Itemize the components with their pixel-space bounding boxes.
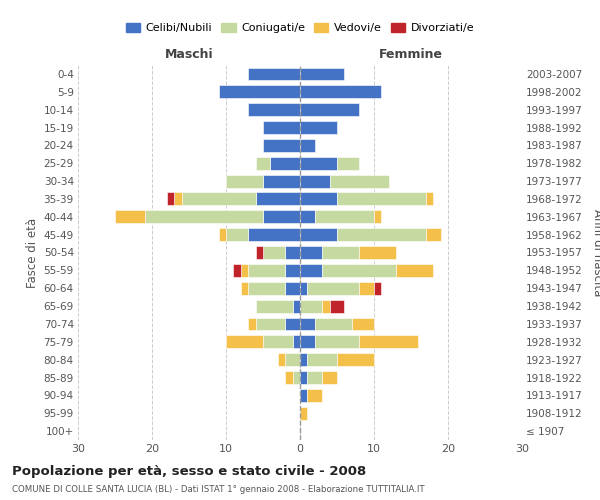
Bar bbox=[300, 300, 322, 312]
Bar bbox=[300, 407, 307, 420]
Bar bbox=[256, 192, 300, 205]
Y-axis label: Fasce di età: Fasce di età bbox=[26, 218, 40, 288]
Bar bbox=[263, 139, 300, 152]
Bar bbox=[167, 192, 174, 205]
Bar bbox=[248, 318, 256, 330]
Bar bbox=[174, 192, 182, 205]
Bar bbox=[307, 353, 337, 366]
Bar bbox=[300, 353, 307, 366]
Bar bbox=[293, 371, 300, 384]
Bar bbox=[374, 210, 382, 223]
Bar bbox=[263, 336, 293, 348]
Bar bbox=[359, 336, 418, 348]
Bar bbox=[337, 228, 426, 241]
Bar bbox=[300, 192, 337, 205]
Bar bbox=[300, 228, 337, 241]
Bar bbox=[271, 157, 300, 170]
Bar bbox=[263, 121, 300, 134]
Bar bbox=[300, 210, 315, 223]
Bar bbox=[426, 192, 433, 205]
Bar bbox=[285, 371, 293, 384]
Bar bbox=[322, 371, 337, 384]
Bar bbox=[329, 300, 344, 312]
Bar bbox=[300, 318, 315, 330]
Bar bbox=[337, 353, 374, 366]
Bar bbox=[218, 86, 300, 98]
Bar bbox=[300, 174, 329, 188]
Bar bbox=[315, 210, 374, 223]
Bar bbox=[263, 210, 300, 223]
Bar bbox=[322, 264, 396, 277]
Bar bbox=[285, 246, 300, 259]
Bar bbox=[256, 157, 271, 170]
Bar bbox=[248, 282, 285, 294]
Bar bbox=[226, 174, 263, 188]
Bar bbox=[426, 228, 440, 241]
Bar bbox=[182, 192, 256, 205]
Bar bbox=[256, 318, 285, 330]
Bar bbox=[285, 318, 300, 330]
Bar bbox=[263, 246, 285, 259]
Bar bbox=[322, 300, 329, 312]
Bar bbox=[359, 282, 374, 294]
Bar bbox=[263, 174, 300, 188]
Bar bbox=[285, 282, 300, 294]
Bar bbox=[285, 264, 300, 277]
Bar bbox=[300, 264, 322, 277]
Bar bbox=[329, 174, 389, 188]
Bar bbox=[307, 371, 322, 384]
Bar bbox=[307, 389, 322, 402]
Bar bbox=[322, 246, 359, 259]
Bar bbox=[359, 246, 396, 259]
Bar bbox=[256, 246, 263, 259]
Text: Femmine: Femmine bbox=[379, 48, 443, 62]
Bar bbox=[278, 353, 285, 366]
Bar bbox=[300, 371, 307, 384]
Bar bbox=[115, 210, 145, 223]
Bar bbox=[300, 121, 337, 134]
Bar bbox=[233, 264, 241, 277]
Bar bbox=[300, 139, 315, 152]
Bar bbox=[293, 300, 300, 312]
Text: Maschi: Maschi bbox=[164, 48, 214, 62]
Text: COMUNE DI COLLE SANTA LUCIA (BL) - Dati ISTAT 1° gennaio 2008 - Elaborazione TUT: COMUNE DI COLLE SANTA LUCIA (BL) - Dati … bbox=[12, 486, 425, 494]
Bar bbox=[315, 318, 352, 330]
Bar bbox=[300, 103, 359, 116]
Y-axis label: Anni di nascita: Anni di nascita bbox=[591, 209, 600, 296]
Bar bbox=[293, 336, 300, 348]
Bar bbox=[300, 389, 307, 402]
Bar bbox=[248, 264, 285, 277]
Legend: Celibi/Nubili, Coniugati/e, Vedovi/e, Divorziati/e: Celibi/Nubili, Coniugati/e, Vedovi/e, Di… bbox=[121, 18, 479, 38]
Bar bbox=[256, 300, 293, 312]
Bar bbox=[248, 228, 300, 241]
Bar bbox=[241, 264, 248, 277]
Bar bbox=[352, 318, 374, 330]
Bar bbox=[337, 192, 426, 205]
Bar bbox=[218, 228, 226, 241]
Bar bbox=[300, 86, 382, 98]
Bar bbox=[300, 336, 315, 348]
Bar bbox=[226, 336, 263, 348]
Bar bbox=[248, 103, 300, 116]
Bar bbox=[374, 282, 382, 294]
Bar bbox=[285, 353, 300, 366]
Text: Popolazione per età, sesso e stato civile - 2008: Popolazione per età, sesso e stato civil… bbox=[12, 465, 366, 478]
Bar bbox=[307, 282, 359, 294]
Bar bbox=[300, 68, 344, 80]
Bar bbox=[248, 68, 300, 80]
Bar bbox=[226, 228, 248, 241]
Bar bbox=[300, 282, 307, 294]
Bar bbox=[337, 157, 359, 170]
Bar bbox=[241, 282, 248, 294]
Bar bbox=[145, 210, 263, 223]
Bar bbox=[300, 246, 322, 259]
Bar bbox=[315, 336, 359, 348]
Bar bbox=[300, 157, 337, 170]
Bar bbox=[396, 264, 433, 277]
